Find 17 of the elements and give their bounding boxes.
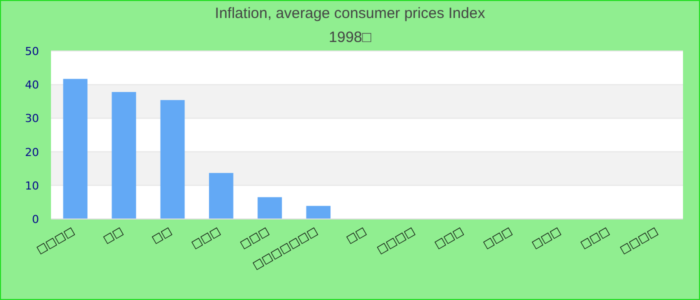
bar bbox=[63, 78, 88, 219]
y-tick-label: 40 bbox=[25, 78, 39, 92]
x-tick-label: □□ bbox=[344, 224, 368, 246]
chart-subtitle: 1998□ bbox=[328, 29, 372, 46]
y-tick-label: 30 bbox=[25, 112, 39, 126]
bar bbox=[160, 100, 185, 219]
y-tick-label: 10 bbox=[25, 179, 39, 192]
x-tick-label: □□ bbox=[100, 224, 126, 246]
chart-title: Inflation, average consumer prices Index bbox=[214, 5, 486, 22]
bar bbox=[258, 197, 282, 219]
y-tick-label: 50 bbox=[25, 45, 39, 58]
bar bbox=[112, 92, 136, 219]
x-tick-label: □□ bbox=[150, 224, 174, 246]
bar bbox=[209, 172, 234, 219]
bar bbox=[306, 206, 331, 219]
y-tick-label: 20 bbox=[25, 146, 39, 159]
y-tick-label: 0 bbox=[32, 213, 39, 226]
